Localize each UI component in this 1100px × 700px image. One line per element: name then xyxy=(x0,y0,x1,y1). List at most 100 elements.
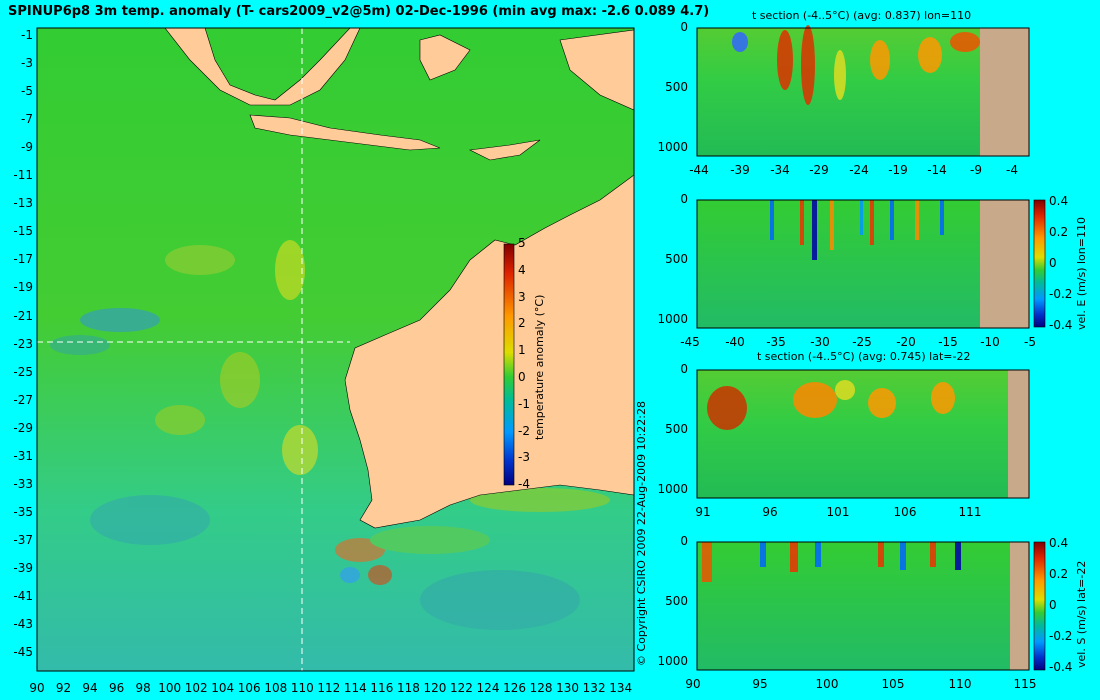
panel-x-tick-label: -34 xyxy=(770,163,790,177)
map-x-tick-label: 120 xyxy=(423,681,447,695)
panel-colorbar-tick: 0.4 xyxy=(1049,194,1069,208)
panel-x-tick-label: -10 xyxy=(980,335,1000,349)
map-x-tick-label: 110 xyxy=(290,681,314,695)
map-frame xyxy=(36,27,635,672)
vel-s-frame xyxy=(696,541,1030,671)
panel-x-tick-label: 101 xyxy=(826,505,850,519)
png-land xyxy=(559,29,635,111)
map-x-tick-label: 134 xyxy=(609,681,633,695)
map-y-tick-label: -9 xyxy=(21,140,33,155)
map-x-tick-label: 114 xyxy=(343,681,367,695)
map-y-tick-label: -19 xyxy=(13,280,33,295)
map-y-tick-label: -33 xyxy=(13,476,33,491)
panel-y-tick-label: 1000 xyxy=(657,654,688,668)
map-colorbar-tick: 0 xyxy=(518,370,526,384)
map-colorbar-tick: 5 xyxy=(518,236,526,250)
panel-x-tick-label: -45 xyxy=(680,335,700,349)
tsec-lat-land xyxy=(1008,370,1029,498)
panel-y-tick-label: 500 xyxy=(665,80,688,94)
panel-x-tick-label: 110 xyxy=(948,677,972,691)
map-colorbar xyxy=(503,243,515,486)
map-x-tick-label: 96 xyxy=(108,681,125,695)
panel-colorbar-tick: -0.2 xyxy=(1049,629,1073,643)
map-y-tick-label: -5 xyxy=(21,84,33,99)
panel-x-tick-label: 100 xyxy=(815,677,839,691)
panel-x-tick-label: 91 xyxy=(695,505,711,519)
panel-x-tick-label: -14 xyxy=(927,163,947,177)
map-colorbar-tick: -1 xyxy=(518,396,530,411)
tsec-lon-frame xyxy=(696,27,1030,157)
map-x-tick-label: 124 xyxy=(476,681,500,695)
map-y-tick-label: -45 xyxy=(13,645,33,660)
panel-x-tick-label: 111 xyxy=(958,505,982,519)
tsec-lat-frame xyxy=(696,369,1030,499)
map-y-tick-label: -11 xyxy=(13,168,33,183)
panel-y-tick-label: 0 xyxy=(680,20,688,34)
panel-x-tick-label: 96 xyxy=(762,505,778,519)
panel-y-tick-label: 500 xyxy=(665,422,688,436)
map-y-tick-label: -25 xyxy=(13,364,33,379)
tsec-lon-features xyxy=(732,25,980,105)
map-x-tick-label: 128 xyxy=(529,681,553,695)
map-y-tick-label: -43 xyxy=(13,617,33,632)
panel-x-tick-label: -44 xyxy=(689,163,709,177)
map-x-tick-label: 122 xyxy=(450,681,473,695)
panel-x-tick-label: -39 xyxy=(730,163,750,177)
panel-x-tick-label: -30 xyxy=(810,335,830,349)
map-x-tick-label: 112 xyxy=(317,681,341,695)
map-y-tick-label: -13 xyxy=(13,196,33,211)
vel-s-colorbar xyxy=(1033,541,1046,671)
map-eddies xyxy=(50,240,610,630)
panel-x-tick-label: -9 xyxy=(970,163,982,177)
map-x-tick-label: 116 xyxy=(370,681,394,695)
map-y-tick-label: -21 xyxy=(13,308,33,323)
panel-x-tick-label: -15 xyxy=(938,335,958,349)
panel-y-tick-label: 1000 xyxy=(657,312,688,326)
panel-y-tick-label: 0 xyxy=(680,192,688,206)
map-y-tick-label: -41 xyxy=(13,589,33,603)
panel-x-tick-label: -24 xyxy=(849,163,869,177)
panel-x-tick-label: -25 xyxy=(852,335,872,349)
map-y-tick-label: -17 xyxy=(13,252,33,267)
panel-x-tick-label: 90 xyxy=(685,677,701,691)
vel-e-colorbar xyxy=(1033,199,1046,328)
panel-x-tick-label: -29 xyxy=(809,163,829,177)
map-x-tick-label: 100 xyxy=(158,681,182,695)
vel-e-land xyxy=(980,200,1029,328)
panel-y-tick-label: 500 xyxy=(665,252,688,266)
map-x-tick-label: 104 xyxy=(211,681,235,695)
panel-y-tick-label: 1000 xyxy=(657,482,688,496)
panel-colorbar-tick: -0.2 xyxy=(1049,287,1073,301)
panel-x-tick-label: -4 xyxy=(1006,163,1018,177)
map-colorbar-tick: -3 xyxy=(518,450,530,465)
panel-colorbar-tick: 0.2 xyxy=(1049,567,1069,581)
panel-x-tick-label: -20 xyxy=(896,335,916,349)
java-island xyxy=(249,114,441,151)
map-x-tick-label: 92 xyxy=(55,681,72,695)
map-x-tick-label: 106 xyxy=(237,681,261,695)
tsec-lat-title: t section (-4..5°C) (avg: 0.745) lat=-22 xyxy=(757,350,971,363)
map-y-tick-label: -23 xyxy=(13,336,33,351)
map-y-tick-label: -31 xyxy=(13,448,33,463)
panel-y-tick-label: 500 xyxy=(665,594,688,608)
map-y-tick-label: -39 xyxy=(13,560,33,575)
map-x-tick-label: 102 xyxy=(184,681,208,695)
map-colorbar-tick: 1 xyxy=(518,343,526,358)
copyright-text: © Copyright CSIRO 2009 22-Aug-2009 10:22… xyxy=(635,400,648,666)
panel-x-tick-label: 115 xyxy=(1013,677,1037,691)
map-y-tick-label: -1 xyxy=(21,28,33,42)
tsec-lon-title: t section (-4..5°C) (avg: 0.837) lon=110 xyxy=(752,9,972,22)
panel-y-tick-label: 0 xyxy=(680,534,688,548)
map-y-tick-label: -27 xyxy=(13,392,33,407)
tsec-lat-panel xyxy=(696,369,1030,499)
map-x-tick-label: 94 xyxy=(82,681,98,695)
panel-x-tick-label: -19 xyxy=(888,163,908,177)
vel-e-colorbar-label: vel. E (m/s) lon=110 xyxy=(1075,217,1088,330)
map-colorbar-tick: 4 xyxy=(518,262,526,277)
tsec-lat-features xyxy=(707,380,955,430)
map-y-tick-label: -3 xyxy=(21,56,33,71)
vel-s-colorbar-label: vel. S (m/s) lat=-22 xyxy=(1075,560,1088,668)
panel-x-tick-label: -5 xyxy=(1024,335,1036,349)
map-x-tick-label: 108 xyxy=(264,681,288,695)
panel-y-tick-label: 1000 xyxy=(657,140,688,154)
